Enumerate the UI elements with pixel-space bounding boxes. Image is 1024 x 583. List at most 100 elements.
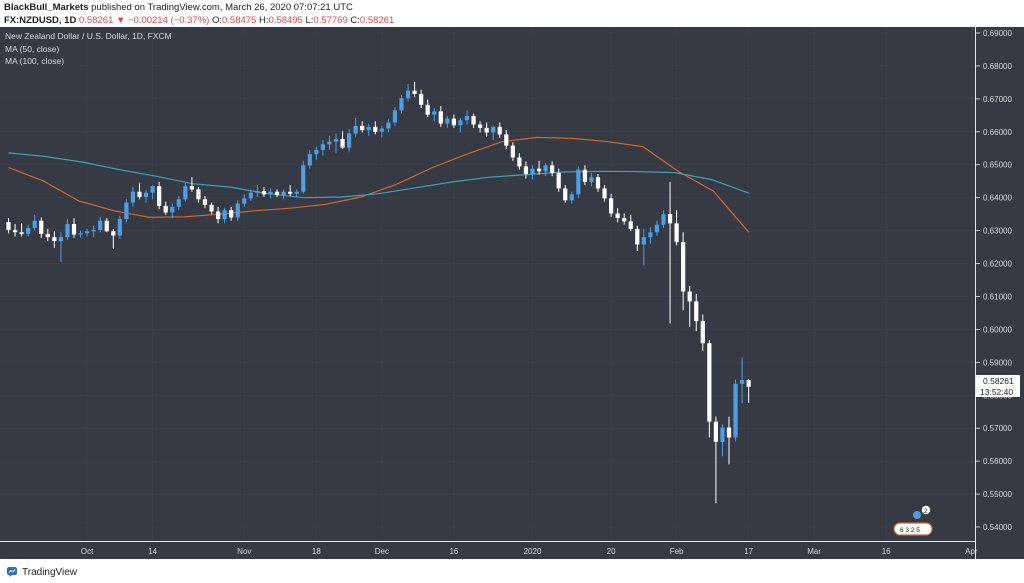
candle-body	[399, 98, 404, 111]
candle-body	[438, 111, 443, 124]
candle-body	[216, 211, 221, 220]
candle-body	[248, 192, 253, 199]
candle-body	[464, 115, 470, 121]
candle-body	[740, 380, 745, 384]
event-count: 2	[924, 508, 928, 515]
high-value: 0.58495	[268, 15, 303, 26]
candle-body	[137, 191, 142, 198]
candle-body	[242, 198, 247, 204]
candle-body	[268, 191, 273, 195]
candle-body	[52, 237, 57, 242]
footer: TradingView	[0, 562, 1024, 583]
candle-body	[471, 115, 476, 125]
candle-body	[19, 232, 24, 234]
candle-body	[491, 126, 496, 133]
candle-body	[117, 219, 122, 236]
candle-body	[111, 231, 116, 236]
event-count-badge[interactable]	[921, 505, 931, 515]
publish-line: BlackBull_Markets published on TradingVi…	[4, 2, 353, 13]
published-text: published on TradingView.com, March 26, …	[88, 2, 353, 13]
low-label: L:	[305, 15, 314, 26]
candle-body	[71, 224, 77, 235]
candle-body	[91, 229, 96, 232]
time-axis[interactable]	[0, 541, 975, 559]
candle-body	[641, 237, 646, 245]
candle-body	[170, 206, 175, 213]
price-tick-label: 0.67000	[983, 95, 1012, 104]
candle-body	[667, 214, 673, 224]
open-label: O:	[211, 15, 222, 26]
event-marker[interactable]	[913, 511, 921, 519]
candle-body	[484, 127, 489, 133]
time-tick-label: Feb	[670, 547, 684, 556]
countdown-badge-value: 13:52:40	[980, 387, 1013, 397]
candle-body	[26, 227, 31, 234]
time-axis-labels: Oct 14 Nov 18 Dec 16 2020 20 Feb 17 Mar 16 Apr	[81, 547, 978, 556]
candle-body	[78, 233, 83, 235]
candle-body	[340, 139, 345, 148]
candle-body	[419, 93, 424, 105]
candle-body	[176, 199, 181, 207]
chart-area[interactable]: 0.540000.550000.560000.570000.580000.590…	[0, 27, 1024, 559]
candle-body	[681, 242, 686, 292]
candle-body	[536, 168, 542, 172]
candle-body	[189, 186, 194, 190]
time-tick-label: Dec	[375, 547, 389, 556]
price-tick-label: 0.56000	[983, 457, 1012, 466]
price-tick-label: 0.66000	[983, 128, 1012, 137]
candle-body	[386, 122, 391, 129]
legend: New Zealand Dollar / U.S. Dollar, 1D, FX…	[5, 31, 172, 66]
candle-body	[582, 169, 587, 182]
candle-body	[523, 166, 529, 174]
time-tick-label: Oct	[81, 547, 94, 556]
candle-body	[235, 203, 240, 218]
tradingview-brand[interactable]: TradingView	[22, 567, 78, 578]
candle-body	[196, 189, 201, 200]
candle-body	[366, 126, 371, 131]
events-markers[interactable]: 2 6 3 2 5	[893, 505, 933, 536]
candle-body	[550, 165, 555, 173]
candle-body	[209, 204, 214, 212]
tradingview-logo-icon[interactable]	[6, 566, 18, 578]
candle-body	[85, 231, 90, 234]
countdown-badge	[976, 386, 1020, 397]
last-price-marker: 0.58261 13:52:40	[976, 375, 1020, 397]
candle-body	[563, 188, 568, 201]
publisher-link[interactable]: BlackBull_Markets	[4, 2, 89, 13]
candle-body	[713, 421, 718, 443]
calendar-events-count: 6 3 2 5	[900, 527, 920, 534]
candle-body	[392, 110, 398, 123]
grid	[0, 27, 975, 541]
price-tick-label: 0.61000	[983, 292, 1012, 301]
candle-body	[255, 191, 260, 193]
price-tick-label: 0.60000	[983, 325, 1012, 334]
candle-body	[412, 90, 417, 94]
candle-body	[478, 124, 483, 128]
candle-body	[333, 139, 339, 142]
candle-body	[720, 427, 725, 443]
last-price-badge-value: 0.58261	[983, 376, 1014, 386]
candle-body	[261, 191, 267, 195]
close-label: C:	[350, 15, 360, 26]
price-axis[interactable]	[975, 27, 1024, 559]
moving-averages	[8, 136, 750, 233]
candle-body	[589, 177, 594, 182]
candle-body	[281, 191, 286, 196]
ma50-line	[8, 136, 750, 233]
candle-body	[451, 118, 456, 126]
candle-body	[150, 186, 155, 193]
candle-body	[65, 224, 70, 238]
symbol-ohlc-line: FX:NZDUSD, 1D 0.58261 ▼ −0.00214 (−0.37%…	[4, 15, 394, 26]
candle-body	[445, 118, 450, 124]
price-tick-label: 0.57000	[983, 424, 1012, 433]
candle-body	[347, 133, 352, 148]
open-value: 0.58475	[222, 15, 257, 26]
calendar-events-pill[interactable]	[893, 522, 933, 536]
candle-body	[405, 90, 411, 99]
candle-body	[622, 218, 627, 222]
candle-body	[654, 224, 660, 233]
price-chart[interactable]: 0.540000.550000.560000.570000.580000.590…	[0, 27, 1024, 559]
candle-body	[530, 168, 535, 174]
candle-body	[39, 220, 44, 234]
candle-body	[58, 237, 63, 242]
